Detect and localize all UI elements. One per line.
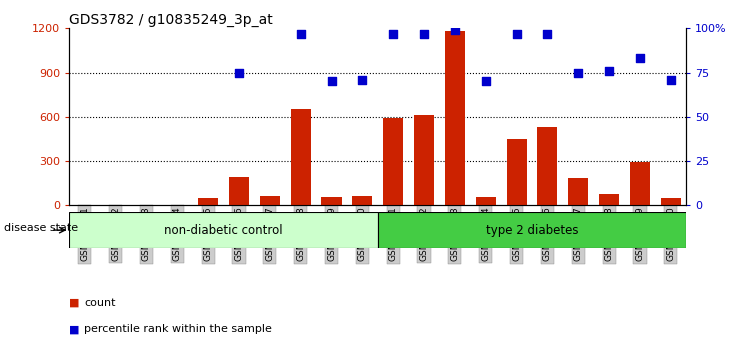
Point [326, 79, 337, 84]
Bar [414, 115, 434, 205]
Point [572, 70, 584, 75]
Text: ■: ■ [69, 324, 80, 334]
Bar [321, 197, 342, 205]
Point [480, 79, 491, 84]
Point [665, 77, 677, 82]
Point [511, 31, 523, 36]
Point [356, 77, 368, 82]
Text: non-diabetic control: non-diabetic control [164, 224, 283, 236]
Text: ■: ■ [69, 298, 80, 308]
Point [295, 31, 307, 36]
Text: percentile rank within the sample: percentile rank within the sample [84, 324, 272, 334]
Bar [507, 139, 526, 205]
Point [388, 31, 399, 36]
Point [449, 27, 461, 33]
Point [542, 31, 553, 36]
Point [634, 56, 646, 61]
Bar [537, 127, 558, 205]
Text: disease state: disease state [4, 223, 78, 233]
Bar [353, 196, 372, 205]
Bar [661, 198, 681, 205]
Bar [260, 196, 280, 205]
Bar [198, 198, 218, 205]
Text: count: count [84, 298, 115, 308]
Bar [291, 109, 311, 205]
Text: GDS3782 / g10835249_3p_at: GDS3782 / g10835249_3p_at [69, 13, 273, 27]
Point [418, 31, 430, 36]
Bar [383, 118, 403, 205]
Bar [445, 30, 465, 205]
Bar [630, 162, 650, 205]
Bar [568, 178, 588, 205]
Bar [476, 197, 496, 205]
Point [233, 70, 245, 75]
Bar [229, 177, 249, 205]
Text: type 2 diabetes: type 2 diabetes [485, 224, 578, 236]
Point [603, 68, 615, 74]
Bar [378, 212, 686, 248]
Bar [599, 194, 619, 205]
Bar [69, 212, 378, 248]
